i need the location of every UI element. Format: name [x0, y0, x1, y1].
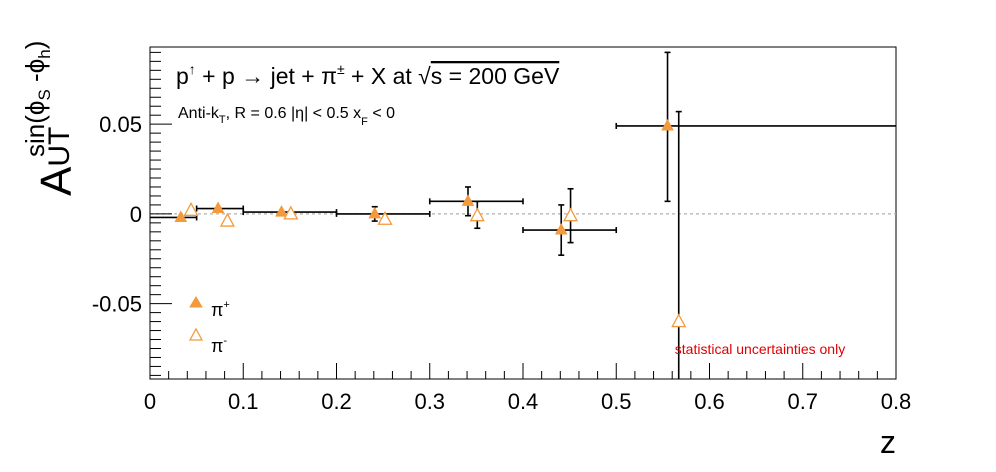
subtitle-xf: < 0: [368, 105, 395, 122]
subtitle-cuts: , R = 0.6 |η| < 0.5 x: [226, 105, 362, 122]
pi-plus-point: [461, 194, 475, 206]
title-rest: + X at: [345, 63, 419, 89]
title-arrow: ↑: [189, 61, 196, 77]
pi-plus-point: [275, 205, 288, 217]
y-label-main: AUT: [32, 127, 81, 196]
title-root: √: [418, 63, 431, 89]
error-bars: [150, 51, 896, 379]
legend-pi-plus-label: π+: [211, 299, 230, 320]
pi-plus-point: [661, 118, 674, 131]
pi-plus-point: [174, 210, 188, 222]
x-tick-label: 0.3: [414, 389, 445, 414]
pi-minus-point: [183, 201, 199, 216]
y-tick-label: 0.05: [99, 112, 142, 137]
x-tick-label: 0.8: [881, 389, 912, 414]
pi-minus-point: [469, 207, 485, 222]
subtitle-t: T: [219, 114, 226, 126]
title-pm: ±: [337, 61, 345, 77]
y-label-superscript: sin(ϕS -ϕh): [20, 41, 54, 157]
title-energy: s = 200 GeV: [431, 63, 560, 89]
y-tick-label: -0.05: [92, 292, 142, 317]
x-tick-label: 0.5: [601, 389, 632, 414]
pi-plus-point: [554, 223, 568, 235]
pi-minus-point: [377, 210, 393, 225]
title-middle: + p → jet + π: [196, 63, 337, 89]
pi-minus-point: [219, 212, 235, 227]
legend-pi-minus-marker: [188, 327, 204, 341]
x-tick-label: 0.1: [228, 389, 259, 414]
chart-subtitle: Anti-kT, R = 0.6 |η| < 0.5 xF < 0: [178, 105, 395, 128]
subtitle-algo: Anti-k: [178, 105, 220, 122]
x-tick-label: 0.4: [508, 389, 539, 414]
title-p: p: [176, 63, 189, 89]
pi-minus-point: [671, 313, 687, 328]
legend: π+ π-: [188, 296, 230, 356]
x-tick-label: 0.7: [787, 389, 818, 414]
annotation-text: statistical uncertainties only: [675, 341, 845, 357]
y-axis-label: AUT sin(ϕS -ϕh): [20, 41, 81, 196]
x-tick-label: 0.2: [321, 389, 352, 414]
axis-ticks: 0 0.1 0.2 0.3 0.4 0.5 0.6 0.7 0.8 -0.05 0 0.05: [92, 51, 912, 414]
plot-frame: [149, 46, 897, 380]
pi-plus-point: [368, 206, 382, 219]
legend-pi-minus-label: π-: [211, 335, 227, 356]
x-tick-label: 0.6: [694, 389, 725, 414]
x-tick-label: 0: [144, 389, 156, 414]
chart-title: p↑ + p → jet + π± + X at √s = 200 GeV: [176, 61, 560, 89]
subtitle-f: F: [361, 116, 368, 128]
pi-plus-point: [211, 201, 225, 214]
pi-minus-point: [562, 207, 579, 222]
legend-pi-plus-marker: [189, 296, 203, 308]
x-axis-label: z: [880, 424, 896, 460]
pi-minus-point: [283, 205, 299, 220]
data-points: [174, 118, 687, 328]
y-tick-label: 0: [130, 202, 142, 227]
